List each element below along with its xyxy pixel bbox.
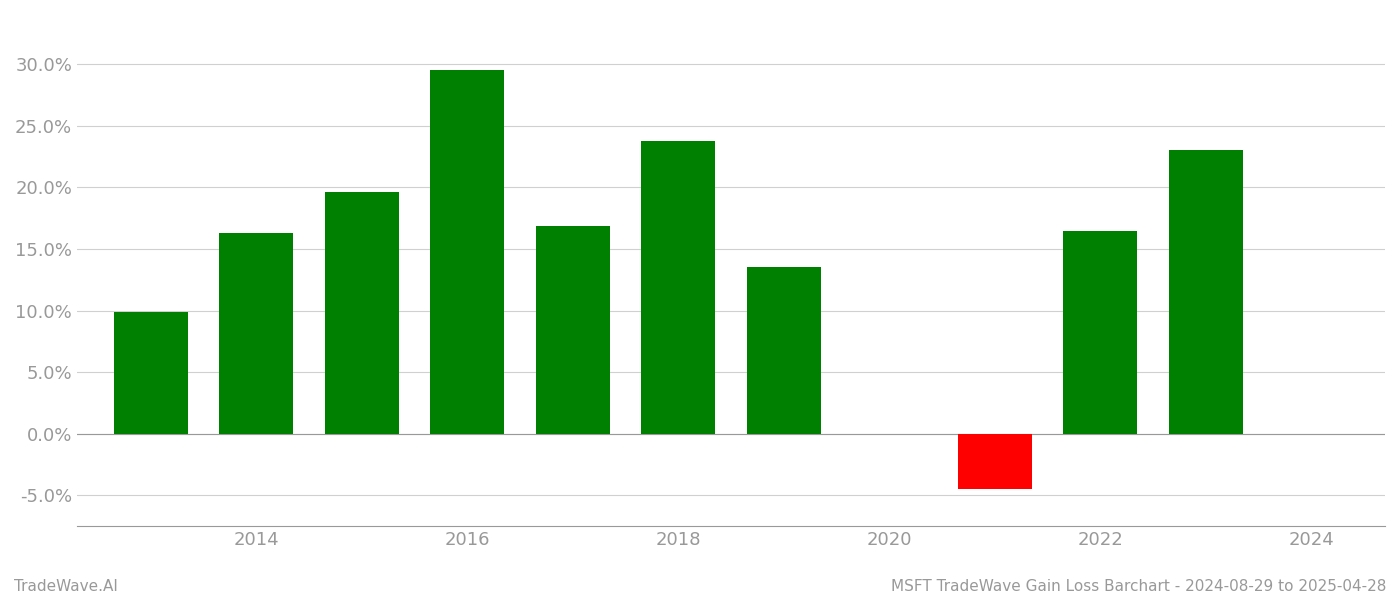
Bar bbox=[746, 268, 820, 434]
Bar bbox=[641, 140, 715, 434]
Bar bbox=[113, 312, 188, 434]
Text: TradeWave.AI: TradeWave.AI bbox=[14, 579, 118, 594]
Bar bbox=[958, 434, 1032, 489]
Bar bbox=[1063, 230, 1137, 434]
Text: MSFT TradeWave Gain Loss Barchart - 2024-08-29 to 2025-04-28: MSFT TradeWave Gain Loss Barchart - 2024… bbox=[890, 579, 1386, 594]
Bar bbox=[1169, 151, 1243, 434]
Bar bbox=[430, 70, 504, 434]
Bar bbox=[536, 226, 609, 434]
Bar bbox=[220, 233, 293, 434]
Bar bbox=[325, 193, 399, 434]
